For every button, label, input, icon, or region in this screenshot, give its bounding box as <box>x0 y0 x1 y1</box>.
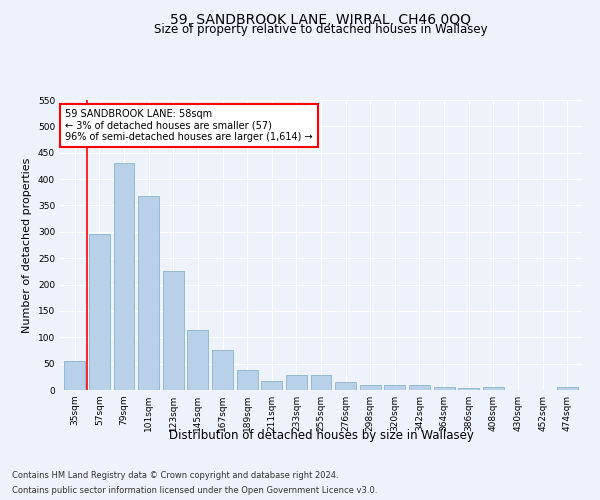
Bar <box>187 330 208 390</box>
Bar <box>163 272 184 390</box>
Text: 59 SANDBROOK LANE: 58sqm
← 3% of detached houses are smaller (57)
96% of semi-de: 59 SANDBROOK LANE: 58sqm ← 3% of detache… <box>65 108 313 142</box>
Bar <box>483 387 504 390</box>
Bar <box>113 164 134 390</box>
Bar <box>557 388 578 390</box>
Bar <box>64 361 85 390</box>
Bar <box>89 234 110 390</box>
Bar <box>311 375 331 390</box>
Bar <box>434 387 455 390</box>
Bar <box>458 388 479 390</box>
Bar <box>236 370 257 390</box>
Bar <box>385 384 406 390</box>
Text: Size of property relative to detached houses in Wallasey: Size of property relative to detached ho… <box>154 22 488 36</box>
Y-axis label: Number of detached properties: Number of detached properties <box>22 158 32 332</box>
Bar <box>360 384 381 390</box>
Bar <box>335 382 356 390</box>
Bar <box>261 380 282 390</box>
Text: Distribution of detached houses by size in Wallasey: Distribution of detached houses by size … <box>169 428 473 442</box>
Bar <box>286 375 307 390</box>
Text: 59, SANDBROOK LANE, WIRRAL, CH46 0QQ: 59, SANDBROOK LANE, WIRRAL, CH46 0QQ <box>170 12 472 26</box>
Bar <box>212 350 233 390</box>
Text: Contains public sector information licensed under the Open Government Licence v3: Contains public sector information licen… <box>12 486 377 495</box>
Text: Contains HM Land Registry data © Crown copyright and database right 2024.: Contains HM Land Registry data © Crown c… <box>12 471 338 480</box>
Bar <box>409 384 430 390</box>
Bar <box>138 196 159 390</box>
